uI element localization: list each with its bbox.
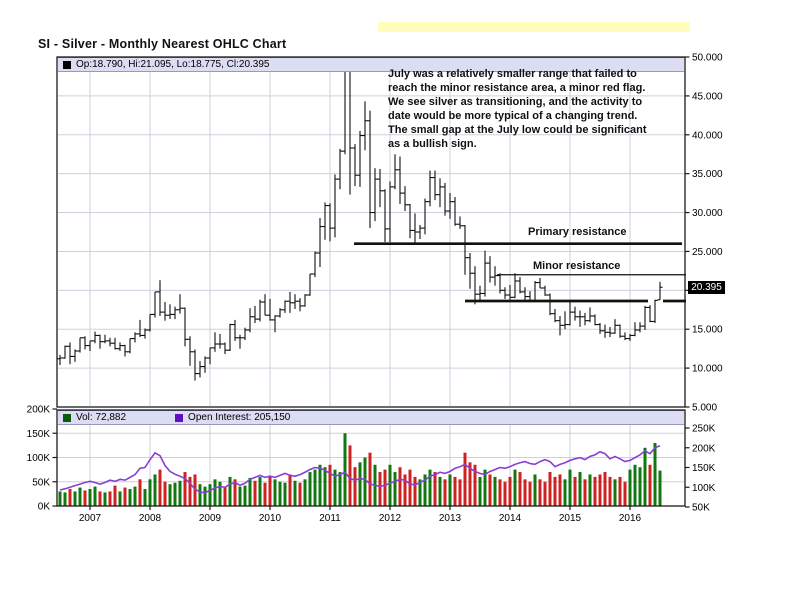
svg-text:250K: 250K: [692, 424, 716, 435]
svg-text:2016: 2016: [619, 513, 642, 524]
svg-text:50.000: 50.000: [692, 53, 723, 64]
svg-text:30.000: 30.000: [692, 208, 723, 219]
annotation-line: as a bullish sign.: [388, 137, 477, 150]
annotation-line: The small gap at the July low could be s…: [388, 123, 647, 136]
svg-text:100K: 100K: [692, 483, 716, 494]
svg-text:2009: 2009: [199, 513, 222, 524]
svg-text:2014: 2014: [499, 513, 522, 524]
svg-text:40.000: 40.000: [692, 130, 723, 141]
minor-resistance-label: Minor resistance: [533, 260, 621, 272]
svg-text:2008: 2008: [139, 513, 162, 524]
svg-text:5.000: 5.000: [692, 403, 717, 414]
price-legend-text: Op:18.790, Hi:21.095, Lo:18.775, Cl:20.3…: [76, 59, 270, 70]
svg-text:2012: 2012: [379, 513, 402, 524]
annotation-line: date would be more typical of a changing…: [388, 109, 638, 122]
primary-resistance-label: Primary resistance: [528, 226, 627, 238]
svg-text:0K: 0K: [38, 502, 51, 513]
svg-text:2013: 2013: [439, 513, 462, 524]
svg-text:50K: 50K: [32, 477, 50, 488]
svg-text:15.000: 15.000: [692, 325, 723, 336]
page-title: SI - Silver - Monthly Nearest OHLC Chart: [38, 37, 287, 51]
volume-legend-swatch-icon: [63, 413, 71, 422]
svg-text:150K: 150K: [27, 429, 51, 440]
svg-text:25.000: 25.000: [692, 247, 723, 258]
annotation-line: We see silver as transitioning, and the …: [388, 95, 643, 108]
volume-legend-bar: Vol: 72,882 Open Interest: 205,150: [58, 410, 684, 425]
analyst-annotation: July was a relatively smaller range that…: [388, 68, 692, 151]
svg-text:200K: 200K: [27, 405, 51, 416]
svg-text:150K: 150K: [692, 463, 716, 474]
svg-text:2007: 2007: [79, 513, 102, 524]
price-legend-swatch-icon: [63, 60, 71, 69]
last-price-badge: 20.395: [688, 281, 725, 294]
annotation-line: reach the minor resistance area, a minor…: [388, 81, 646, 94]
svg-text:2011: 2011: [319, 513, 341, 524]
svg-text:50K: 50K: [692, 503, 710, 514]
svg-text:45.000: 45.000: [692, 91, 723, 102]
open-interest-legend-swatch-icon: [175, 413, 184, 422]
svg-text:10.000: 10.000: [692, 364, 723, 375]
svg-text:100K: 100K: [27, 453, 51, 464]
svg-text:2010: 2010: [259, 513, 282, 524]
yellow-highlight-strip: [378, 22, 690, 32]
price-legend-bar: Op:18.790, Hi:21.095, Lo:18.775, Cl:20.3…: [58, 57, 684, 72]
annotation-line: July was a relatively smaller range that…: [388, 68, 637, 80]
volume-legend-text: Vol: 72,882: [76, 412, 127, 423]
svg-text:200K: 200K: [692, 443, 716, 454]
svg-text:35.000: 35.000: [692, 169, 723, 180]
open-interest-legend-text: Open Interest: 205,150: [188, 412, 291, 423]
svg-text:2015: 2015: [559, 513, 582, 524]
